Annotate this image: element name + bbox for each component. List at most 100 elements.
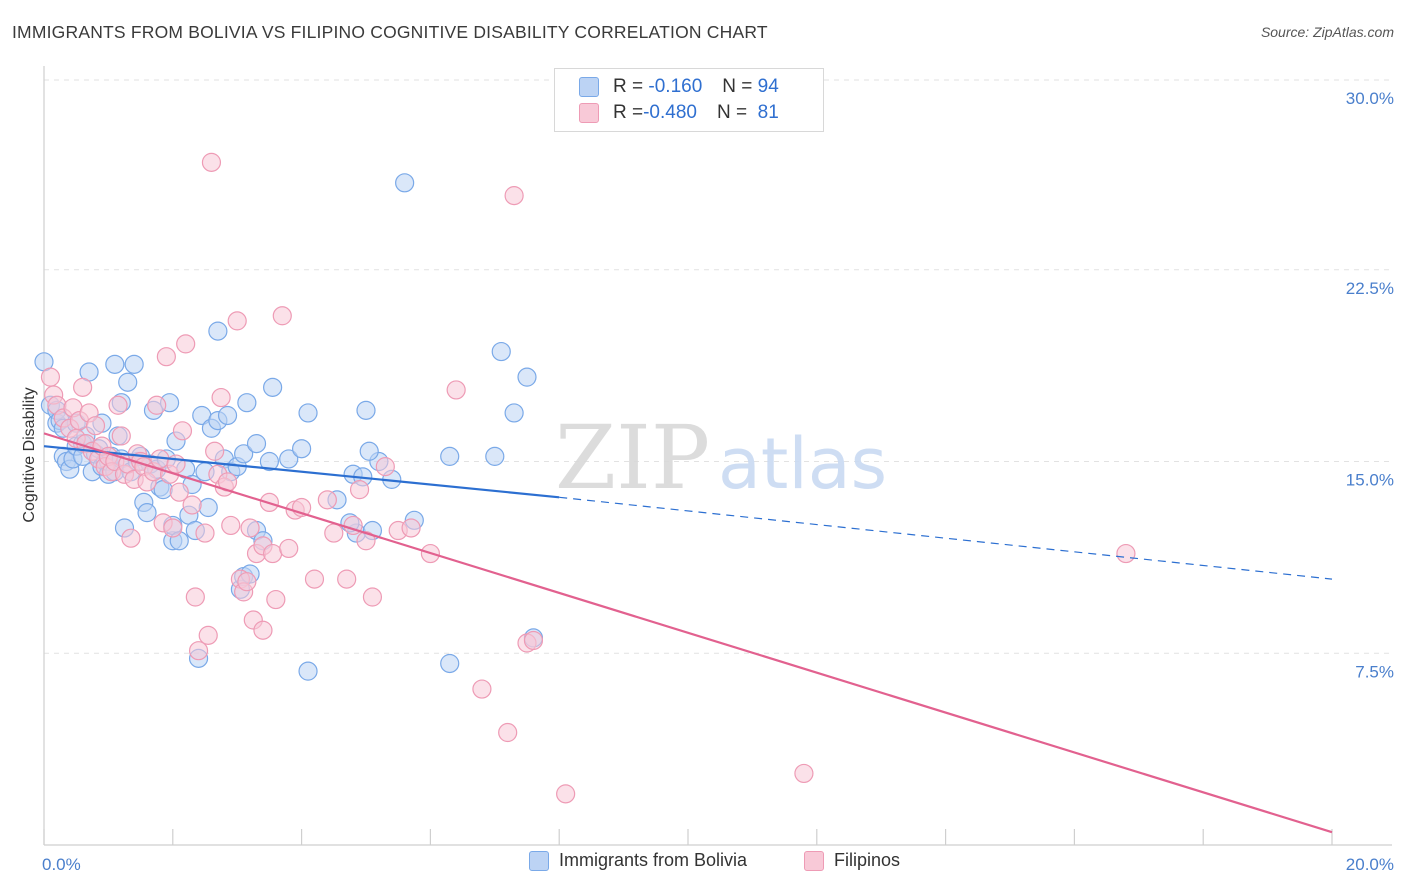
point-bolivia — [237, 393, 257, 413]
point-filipinos — [317, 490, 337, 510]
point-bolivia — [440, 653, 460, 674]
point-bolivia — [105, 354, 125, 374]
point-filipinos — [121, 528, 141, 548]
y-tick-label: 30.0% — [1346, 89, 1394, 108]
point-filipinos — [198, 625, 218, 645]
point-filipinos — [221, 515, 241, 536]
trend-lines — [43, 432, 1333, 834]
point-filipinos — [182, 495, 202, 515]
series-legend: Immigrants from Bolivia Filipinos — [0, 850, 1406, 878]
point-filipinos — [324, 523, 344, 543]
point-bolivia — [198, 497, 218, 518]
point-filipinos — [176, 334, 196, 354]
point-filipinos — [111, 426, 131, 446]
point-filipinos — [185, 587, 205, 607]
point-filipinos — [211, 387, 231, 408]
point-bolivia — [292, 439, 312, 459]
legend-row-bolivia: R = -0.160 N = 94 — [555, 74, 779, 100]
point-bolivia — [298, 403, 318, 423]
point-bolivia — [485, 446, 505, 466]
point-filipinos — [375, 457, 395, 477]
r-label: R = — [613, 102, 644, 123]
point-filipinos — [147, 395, 167, 415]
y-tick-label: 7.5% — [1355, 662, 1394, 681]
point-filipinos — [195, 523, 215, 543]
point-bolivia — [491, 341, 511, 362]
point-filipinos — [172, 421, 193, 441]
r-value: -0.160 — [648, 76, 703, 97]
watermark: ZIP atlas — [555, 406, 887, 509]
point-filipinos — [446, 380, 466, 400]
point-filipinos — [362, 587, 383, 607]
x-tick-label: 20.0% — [1346, 855, 1394, 874]
point-bolivia — [246, 434, 267, 454]
point-filipinos — [401, 518, 421, 538]
point-bolivia — [259, 451, 279, 472]
point-bolivia — [208, 321, 228, 341]
trend-line-filipinos — [43, 432, 1333, 834]
point-bolivia — [395, 173, 415, 193]
legend-item-filipinos[interactable]: Filipinos — [804, 850, 900, 871]
legend-swatch-filipinos — [579, 103, 599, 123]
legend-label-filipinos: Filipinos — [834, 850, 901, 870]
n-value: 94 — [757, 76, 779, 97]
point-filipinos — [1116, 543, 1136, 564]
point-filipinos — [356, 531, 376, 551]
point-filipinos — [263, 543, 283, 564]
legend-swatch-filipinos — [804, 850, 824, 871]
point-filipinos — [163, 518, 183, 538]
point-bolivia — [137, 503, 157, 523]
point-filipinos — [304, 569, 325, 589]
r-value: -0.480 — [643, 102, 697, 123]
legend-item-bolivia[interactable]: Immigrants from Bolivia — [529, 850, 747, 871]
point-filipinos — [266, 589, 286, 610]
point-filipinos — [237, 572, 257, 592]
point-filipinos — [498, 722, 518, 743]
chart-source: Source: ZipAtlas.com — [1260, 24, 1394, 40]
point-filipinos — [472, 679, 492, 699]
point-bolivia — [263, 377, 283, 397]
point-filipinos — [73, 377, 93, 397]
point-bolivia — [359, 441, 379, 461]
watermark-zip: ZIP — [555, 406, 710, 509]
point-bolivia — [298, 661, 318, 681]
point-bolivia — [504, 403, 524, 423]
point-bolivia — [118, 372, 138, 392]
watermark-atlas: atlas — [718, 423, 887, 505]
correlation-legend: R = -0.160 N = 94 R = -0.480 N = 81 — [554, 68, 824, 132]
legend-swatch-bolivia — [579, 77, 599, 97]
point-filipinos — [279, 538, 299, 559]
point-filipinos — [337, 569, 357, 589]
y-axis-label: Cognitive Disability — [21, 387, 38, 522]
legend-swatch-bolivia — [529, 850, 549, 871]
point-filipinos — [794, 763, 814, 784]
legend-label-bolivia: Immigrants from Bolivia — [559, 850, 748, 870]
y-tick-labels: 7.5% 15.0% 22.5% 30.0% — [1346, 89, 1394, 681]
point-bolivia — [279, 449, 299, 469]
point-filipinos — [556, 784, 576, 804]
trend-line-bolivia — [43, 445, 560, 499]
point-filipinos — [523, 630, 544, 651]
legend-row-filipinos: R = -0.480 N = 81 — [555, 100, 779, 126]
chart-title: IMMIGRANTS FROM BOLIVIA VS FILIPINO COGN… — [12, 22, 768, 42]
y-tick-label: 22.5% — [1346, 279, 1394, 298]
point-filipinos — [253, 620, 273, 640]
point-filipinos — [40, 367, 61, 387]
point-filipinos — [227, 311, 247, 331]
point-bolivia — [234, 444, 254, 464]
n-label: N = — [722, 76, 753, 97]
trend-line-bolivia-extension — [559, 496, 1333, 580]
point-bolivia — [217, 405, 238, 426]
point-filipinos — [349, 480, 370, 500]
point-filipinos — [169, 482, 189, 502]
x-tick-label: 0.0% — [42, 855, 81, 874]
point-bolivia — [517, 367, 537, 387]
y-tick-label: 15.0% — [1346, 471, 1394, 490]
point-filipinos — [85, 416, 106, 436]
point-filipinos — [205, 441, 225, 461]
point-bolivia — [356, 400, 376, 420]
point-filipinos — [272, 306, 292, 326]
point-filipinos — [240, 518, 260, 538]
point-filipinos — [504, 186, 524, 206]
